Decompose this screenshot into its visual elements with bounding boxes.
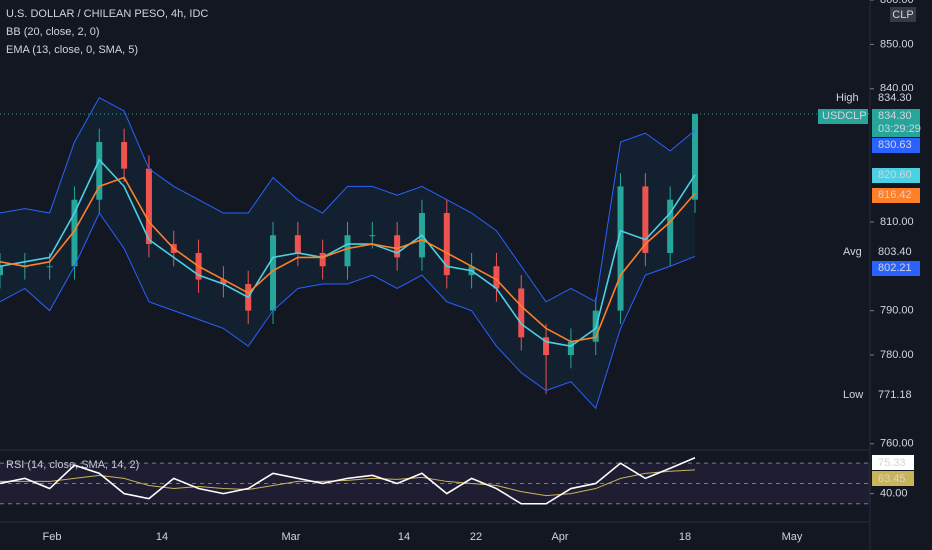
price-label-box <box>872 245 920 260</box>
y-tick-label: 810.00 <box>880 216 914 228</box>
rsi-line <box>0 457 696 505</box>
candle-body <box>667 199 674 253</box>
x-tick-label: May <box>782 531 803 543</box>
y-tick-label: 790.00 <box>880 305 914 317</box>
indicator-label: EMA (13, close, 0, SMA, 5) <box>6 44 138 56</box>
candle-body <box>518 288 525 338</box>
chart-title: U.S. DOLLAR / CHILEAN PESO, 4h, IDC <box>6 8 208 20</box>
y-tick-label: 40.00 <box>880 488 908 500</box>
price-label-name: Avg <box>843 246 862 258</box>
candle-body <box>567 341 574 356</box>
candle-body <box>443 213 450 276</box>
candle-body <box>642 186 649 253</box>
price-label-name-box <box>818 109 868 124</box>
candle-body <box>319 252 326 267</box>
price-label: 816.42 <box>878 189 912 201</box>
price-label-box <box>872 188 920 203</box>
x-tick-label: Mar <box>282 531 301 543</box>
price-label: 834.30 <box>878 110 912 122</box>
candle-body <box>369 235 376 237</box>
indicator-line <box>0 96 696 303</box>
rsi-ma-line <box>0 469 696 497</box>
candle-body <box>0 266 3 276</box>
candle-body <box>493 266 500 289</box>
rsi-label: 75.33 <box>878 457 906 469</box>
candle-body <box>543 337 550 356</box>
y-tick-label: 860.00 <box>880 0 914 6</box>
rsi-label-box <box>872 455 914 470</box>
price-label: 834.30 <box>878 92 912 104</box>
price-label-box <box>872 138 920 153</box>
candle-body <box>71 199 78 267</box>
x-tick-label: 22 <box>470 531 482 543</box>
price-label: 820.60 <box>878 169 912 181</box>
y-tick-label: 780.00 <box>880 349 914 361</box>
price-label-name-box <box>839 388 868 403</box>
candle-body <box>394 235 401 258</box>
x-tick-label: Feb <box>43 531 62 543</box>
candle-body <box>220 279 227 285</box>
currency-box <box>890 7 916 22</box>
indicator-label: BB (20, close, 2, 0) <box>6 26 100 38</box>
price-label-name: High <box>836 92 859 104</box>
y-tick-label: 760.00 <box>880 438 914 450</box>
rsi-ma-label-box <box>872 471 914 486</box>
candle-body <box>692 114 698 200</box>
rsi-ma-label: 63.45 <box>878 473 906 485</box>
candle-body <box>121 142 128 169</box>
candle-body <box>145 168 152 245</box>
price-label-name: USDCLP <box>822 110 867 122</box>
price-label-name-box <box>839 245 868 260</box>
price-label-name-box <box>832 91 868 106</box>
price-label-box <box>872 261 920 276</box>
candle-body <box>46 266 53 268</box>
price-label: 803.40 <box>878 246 912 258</box>
price-label: 802.21 <box>878 262 912 274</box>
x-tick-label: 14 <box>156 531 168 543</box>
y-tick-label: 850.00 <box>880 38 914 50</box>
candle-body <box>344 235 351 267</box>
price-label-box <box>872 168 920 183</box>
candle-body <box>270 235 277 311</box>
indicator-line <box>0 176 696 343</box>
price-label-box <box>872 388 920 403</box>
x-tick-label: 14 <box>398 531 410 543</box>
price-label: 830.63 <box>878 139 912 151</box>
price-label: 771.18 <box>878 389 912 401</box>
price-label-box <box>872 91 920 106</box>
price-label-name: Low <box>843 389 863 401</box>
candle-body <box>96 142 103 200</box>
price-label-box <box>872 109 920 137</box>
candle-body <box>617 186 624 311</box>
price-label-sub: 03:29:29 <box>878 123 921 135</box>
indicator-line <box>0 212 696 410</box>
rsi-title: RSI (14, close, SMA, 14, 2) <box>6 459 139 471</box>
candle-body <box>294 235 301 253</box>
x-tick-label: Apr <box>551 531 568 543</box>
currency: CLP <box>892 9 913 21</box>
x-tick-label: 18 <box>679 531 691 543</box>
